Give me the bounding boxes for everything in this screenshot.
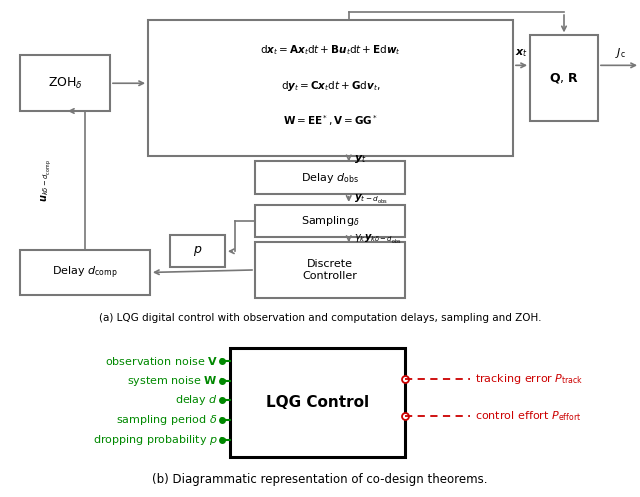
Text: Delay $d_{\mathrm{obs}}$: Delay $d_{\mathrm{obs}}$ — [301, 170, 359, 184]
Bar — [530, 35, 598, 121]
Text: ZOH$_\delta$: ZOH$_\delta$ — [47, 76, 83, 91]
Text: Delay $d_{\mathrm{comp}}$: Delay $d_{\mathrm{comp}}$ — [52, 264, 118, 281]
Text: Sampling$_\delta$: Sampling$_\delta$ — [301, 214, 359, 228]
Text: delay $d$: delay $d$ — [175, 394, 218, 408]
Bar — [20, 250, 150, 295]
Text: $\boldsymbol{y}_{t-d_{\mathrm{obs}}}$: $\boldsymbol{y}_{t-d_{\mathrm{obs}}}$ — [354, 193, 388, 206]
Text: $\mathbf{Q}$, $\mathbf{R}$: $\mathbf{Q}$, $\mathbf{R}$ — [549, 71, 579, 85]
Text: system noise $\mathbf{W}$: system noise $\mathbf{W}$ — [127, 374, 218, 388]
Text: $J_{\mathrm{c}}$: $J_{\mathrm{c}}$ — [614, 46, 625, 60]
Bar — [255, 205, 405, 237]
Bar — [230, 348, 405, 457]
Text: $\mathbf{W} = \mathbf{E}\mathbf{E}^*, \mathbf{V} = \mathbf{G}\mathbf{G}^*$: $\mathbf{W} = \mathbf{E}\mathbf{E}^*, \m… — [283, 114, 378, 128]
Bar — [148, 20, 513, 157]
Bar — [255, 162, 405, 194]
Text: control effort $P_{\mathrm{effort}}$: control effort $P_{\mathrm{effort}}$ — [475, 409, 581, 422]
Text: Discrete
Controller: Discrete Controller — [303, 259, 357, 281]
Text: $\boldsymbol{u}_{k\delta-d_{\mathrm{comp}}}$: $\boldsymbol{u}_{k\delta-d_{\mathrm{comp… — [40, 159, 54, 202]
Text: tracking error $P_{\mathrm{track}}$: tracking error $P_{\mathrm{track}}$ — [475, 372, 584, 386]
Text: (b) Diagrammatic representation of co-design theorems.: (b) Diagrammatic representation of co-de… — [152, 473, 488, 486]
Text: sampling period $\delta$: sampling period $\delta$ — [116, 413, 218, 427]
Text: (a) LQG digital control with observation and computation delays, sampling and ZO: (a) LQG digital control with observation… — [99, 313, 541, 323]
Text: $p$: $p$ — [193, 244, 202, 258]
Bar — [20, 56, 110, 111]
Text: $\gamma_k\boldsymbol{y}_{k\delta-d_{\mathrm{obs}}}$: $\gamma_k\boldsymbol{y}_{k\delta-d_{\mat… — [354, 233, 401, 246]
Text: $\boldsymbol{y}_t$: $\boldsymbol{y}_t$ — [354, 153, 366, 165]
Text: $\boldsymbol{x}_t$: $\boldsymbol{x}_t$ — [515, 48, 528, 59]
Bar — [170, 235, 225, 267]
Text: observation noise $\mathbf{V}$: observation noise $\mathbf{V}$ — [105, 355, 218, 367]
Bar — [255, 242, 405, 298]
Text: d$\boldsymbol{x}_t = \mathbf{A}\boldsymbol{x}_t\mathrm{d}t + \mathbf{B}\boldsymb: d$\boldsymbol{x}_t = \mathbf{A}\boldsymb… — [260, 43, 401, 57]
Text: LQG Control: LQG Control — [266, 395, 369, 410]
Text: d$\boldsymbol{y}_t = \mathbf{C}\boldsymbol{x}_t\mathrm{d}t + \mathbf{G}\mathrm{d: d$\boldsymbol{y}_t = \mathbf{C}\boldsymb… — [280, 79, 380, 92]
Text: dropping probability $p$: dropping probability $p$ — [93, 433, 218, 447]
